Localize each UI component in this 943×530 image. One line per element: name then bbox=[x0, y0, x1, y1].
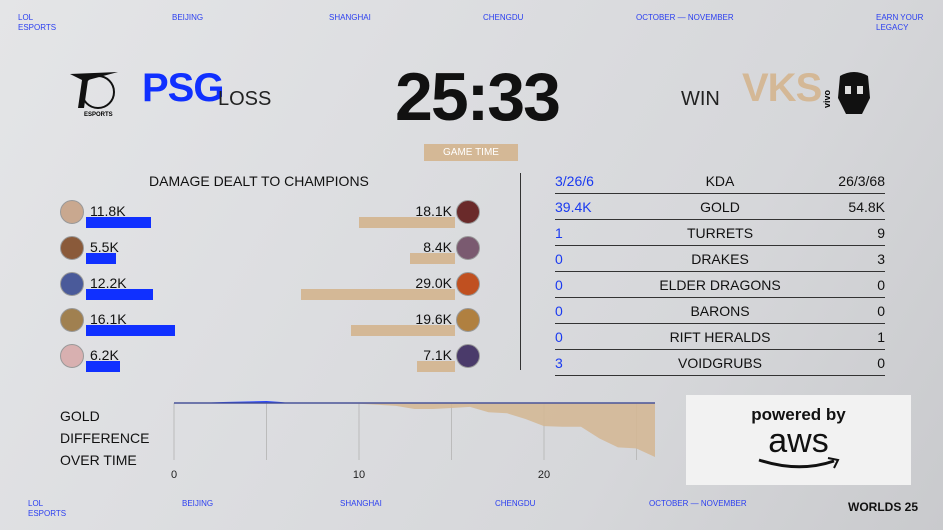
right-team-name: VKS bbox=[742, 66, 822, 110]
stat-label: DRAKES bbox=[691, 251, 749, 267]
stat-right-value: 3 bbox=[877, 251, 885, 267]
stat-right-value: 0 bbox=[877, 355, 885, 371]
stat-label: ELDER DRAGONS bbox=[659, 277, 781, 293]
stat-left-value: 0 bbox=[555, 277, 563, 293]
stat-left-value: 3 bbox=[555, 355, 563, 371]
stat-left-value: 0 bbox=[555, 251, 563, 267]
worlds-logo: WORLDS 25 bbox=[848, 500, 919, 514]
divider bbox=[520, 173, 521, 370]
stat-row: 3/26/6 KDA 26/3/68 bbox=[555, 168, 885, 194]
stat-row: 0 BARONS 0 bbox=[555, 298, 885, 324]
stat-left-value: 0 bbox=[555, 329, 563, 345]
right-damage-value: 7.1K bbox=[423, 347, 452, 363]
left-champion-icon bbox=[60, 236, 84, 260]
right-damage-bar bbox=[300, 289, 455, 300]
nav-dates: OCTOBER — NOVEMBER bbox=[636, 13, 734, 22]
nav-shanghai: SHANGHAI bbox=[329, 13, 371, 22]
stat-row: 0 DRAKES 3 bbox=[555, 246, 885, 272]
right-champion-icon bbox=[456, 344, 480, 368]
left-damage-value: 16.1K bbox=[90, 311, 127, 327]
right-damage-value: 8.4K bbox=[423, 239, 452, 255]
nav-beijing: BEIJING bbox=[172, 13, 204, 22]
left-damage-bar bbox=[86, 325, 176, 336]
damage-title: DAMAGE DEALT TO CHAMPIONS bbox=[149, 173, 369, 189]
left-champion-icon bbox=[60, 344, 84, 368]
left-champion-icon bbox=[60, 272, 84, 296]
gold-area-vks bbox=[174, 403, 655, 457]
gold-label-line2: DIFFERENCE bbox=[60, 430, 150, 446]
vks-logo: vivo bbox=[818, 68, 874, 118]
right-champion-icon bbox=[456, 236, 480, 260]
aws-logo: aws bbox=[768, 422, 829, 460]
right-champion-icon bbox=[456, 200, 480, 224]
stat-row: 0 ELDER DRAGONS 0 bbox=[555, 272, 885, 298]
psg-logo-text: ESPORTS bbox=[84, 112, 113, 118]
stat-right-value: 0 bbox=[877, 277, 885, 293]
left-champion-icon bbox=[60, 200, 84, 224]
footer-chengdu: CHENGDU bbox=[495, 499, 536, 508]
left-damage-value: 5.5K bbox=[90, 239, 119, 255]
stat-right-value: 26/3/68 bbox=[838, 173, 885, 189]
left-damage-bar bbox=[86, 253, 117, 264]
stat-right-value: 0 bbox=[877, 303, 885, 319]
x-tick-label: 0 bbox=[171, 469, 177, 481]
left-damage-bar bbox=[86, 361, 121, 372]
left-damage-bar bbox=[86, 217, 152, 228]
nav-lol-esports: LOL ESPORTS bbox=[18, 13, 57, 32]
stat-right-value: 54.8K bbox=[848, 199, 885, 215]
aws-sponsor-panel: powered by aws bbox=[686, 395, 911, 485]
right-damage-value: 29.0K bbox=[415, 275, 452, 291]
left-champion-icon bbox=[60, 308, 84, 332]
right-champion-icon bbox=[456, 308, 480, 332]
stat-left-value: 3/26/6 bbox=[555, 173, 594, 189]
left-team-result: LOSS bbox=[218, 88, 272, 110]
stat-label: RIFT HERALDS bbox=[669, 329, 771, 345]
gold-label-line1: GOLD bbox=[60, 408, 100, 424]
x-tick-label: 10 bbox=[353, 469, 365, 481]
stat-left-value: 39.4K bbox=[555, 199, 592, 215]
footer-dates: OCTOBER — NOVEMBER bbox=[649, 499, 747, 508]
gold-label-line3: OVER TIME bbox=[60, 452, 137, 468]
left-damage-value: 6.2K bbox=[90, 347, 119, 363]
stat-row: 3 VOIDGRUBS 0 bbox=[555, 350, 885, 376]
stat-left-value: 1 bbox=[555, 225, 563, 241]
footer-beijing: BEIJING bbox=[182, 499, 214, 508]
sponsor-line1: powered by bbox=[751, 405, 846, 424]
right-damage-value: 18.1K bbox=[415, 203, 452, 219]
right-damage-value: 19.6K bbox=[415, 311, 452, 327]
psg-logo: ESPORTS bbox=[68, 68, 124, 118]
left-team-name: PSG bbox=[142, 66, 224, 110]
stat-row: 1 TURRETS 9 bbox=[555, 220, 885, 246]
stat-row: 0 RIFT HERALDS 1 bbox=[555, 324, 885, 350]
stat-label: KDA bbox=[705, 173, 735, 189]
stat-row: 39.4K GOLD 54.8K bbox=[555, 194, 885, 220]
stat-label: BARONS bbox=[690, 303, 750, 319]
right-damage-bar bbox=[410, 253, 455, 264]
footer-lol-esports: LOL ESPORTS bbox=[28, 499, 67, 518]
footer-shanghai: SHANGHAI bbox=[340, 499, 382, 508]
left-damage-value: 11.8K bbox=[90, 203, 126, 219]
right-team-result: WIN bbox=[681, 88, 720, 110]
stat-label: TURRETS bbox=[686, 225, 754, 241]
right-champion-icon bbox=[456, 272, 480, 296]
right-damage-bar bbox=[350, 325, 455, 336]
game-timer: 25:33 bbox=[395, 59, 561, 135]
stat-right-value: 1 bbox=[877, 329, 885, 345]
x-tick-label: 20 bbox=[538, 469, 550, 481]
right-damage-bar bbox=[358, 217, 455, 228]
gold-chart-title: GOLD DIFFERENCE OVER TIME bbox=[60, 405, 149, 471]
right-damage-bar bbox=[417, 361, 455, 372]
left-damage-bar bbox=[86, 289, 154, 300]
stat-label: GOLD bbox=[700, 199, 740, 215]
stat-left-value: 0 bbox=[555, 303, 563, 319]
stat-right-value: 9 bbox=[877, 225, 885, 241]
stat-label: VOIDGRUBS bbox=[677, 355, 762, 371]
nav-chengdu: CHENGDU bbox=[483, 13, 524, 22]
nav-earn-legacy: EARN YOUR LEGACY bbox=[876, 13, 924, 32]
left-damage-value: 12.2K bbox=[90, 275, 127, 291]
gold-difference-chart: 0 10 20 bbox=[171, 401, 655, 481]
vks-logo-text: vivo bbox=[822, 89, 832, 108]
aws-smile-icon bbox=[758, 457, 839, 469]
game-time-label: GAME TIME bbox=[424, 144, 518, 161]
